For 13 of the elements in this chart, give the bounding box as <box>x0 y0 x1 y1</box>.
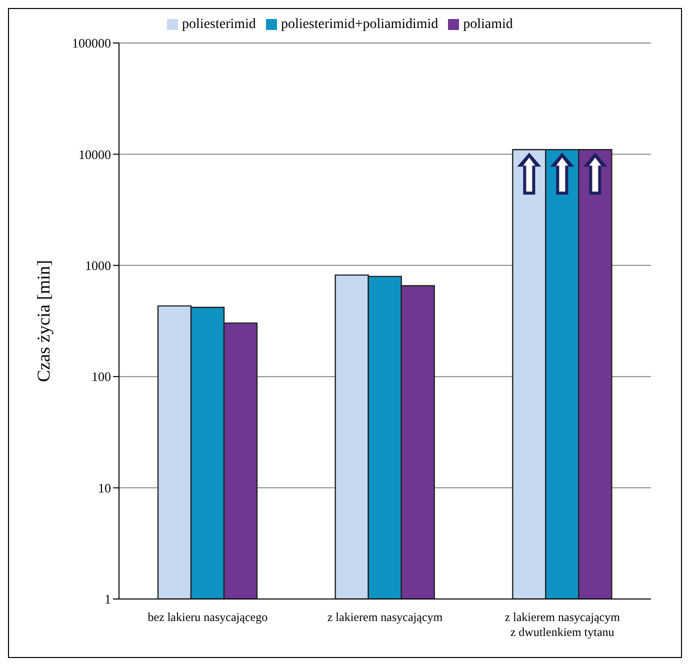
y-tick-label: 1000 <box>85 258 111 274</box>
y-tick-label: 10000 <box>78 146 111 162</box>
y-tick-label: 100 <box>92 369 111 384</box>
legend-label: poliesterimid+poliamidimid <box>280 17 438 32</box>
x-tick-label: z lakierem nasycającym z dwutlenkiem tytanu <box>504 610 621 639</box>
y-tick-label: 100000 <box>72 36 111 51</box>
legend-label: poliesterimid <box>182 17 256 32</box>
y-tick-label: 1 <box>104 592 111 607</box>
x-tick-label: z lakierem nasycającym <box>327 610 444 624</box>
legend-label: poliamid <box>463 17 513 32</box>
x-tick-label: bez lakieru nasycającego <box>148 610 268 624</box>
y-axis-title: Czas życia [min] <box>33 260 54 382</box>
y-tick-label: 10 <box>98 480 111 496</box>
